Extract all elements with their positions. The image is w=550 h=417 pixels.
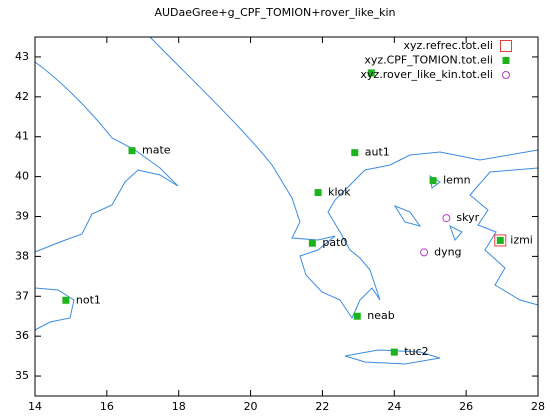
y-tick-label: 35 bbox=[15, 369, 29, 382]
y-tick-label: 36 bbox=[15, 329, 29, 342]
x-tick-label: 14 bbox=[28, 400, 42, 413]
point-label: dyng bbox=[434, 245, 461, 258]
point bbox=[367, 69, 375, 77]
legend-marker bbox=[502, 71, 510, 79]
legend-label: xyz.CPF_TOMION.tot.eli bbox=[364, 54, 493, 67]
x-tick-label: 28 bbox=[531, 400, 545, 413]
point bbox=[351, 149, 359, 157]
x-tick-label: 20 bbox=[244, 400, 258, 413]
legend-marker bbox=[500, 40, 512, 52]
point bbox=[494, 234, 507, 247]
point bbox=[390, 348, 398, 356]
point bbox=[128, 147, 136, 155]
legend-marker bbox=[502, 57, 510, 64]
point bbox=[420, 248, 429, 257]
y-tick-label: 41 bbox=[15, 130, 29, 143]
point-label: aut1 bbox=[365, 146, 390, 159]
point-label: not1 bbox=[76, 293, 101, 306]
legend-label: xyz.rover_like_kin.tot.eli bbox=[360, 68, 493, 81]
point bbox=[62, 296, 70, 304]
legend-label: xyz.refrec.tot.eli bbox=[403, 39, 493, 52]
x-tick-label: 16 bbox=[100, 400, 114, 413]
coastline bbox=[469, 167, 539, 306]
point-label: klok bbox=[328, 186, 351, 199]
point-label: neab bbox=[367, 309, 394, 322]
point-label: skyr bbox=[456, 211, 479, 224]
coastline bbox=[344, 349, 441, 365]
x-tick-label: 26 bbox=[459, 400, 473, 413]
point bbox=[429, 177, 437, 185]
point-label: pat0 bbox=[322, 236, 347, 249]
point-label: lemn bbox=[443, 174, 471, 187]
x-tick-label: 24 bbox=[387, 400, 401, 413]
y-tick-label: 42 bbox=[15, 90, 29, 103]
x-tick-label: 22 bbox=[315, 400, 329, 413]
point-label: izmi bbox=[510, 233, 533, 246]
coastline bbox=[34, 61, 179, 253]
point-label: tuc2 bbox=[404, 345, 428, 358]
point bbox=[496, 236, 504, 244]
coastline bbox=[34, 287, 75, 331]
y-tick-label: 43 bbox=[15, 50, 29, 63]
chart-title: AUDaeGree+g_CPF_TOMION+rover_like_kin bbox=[154, 6, 395, 19]
coastline bbox=[149, 36, 539, 320]
point bbox=[314, 189, 322, 197]
point-label: mate bbox=[142, 144, 171, 157]
y-tick-label: 40 bbox=[15, 170, 29, 183]
y-tick-label: 39 bbox=[15, 210, 29, 223]
x-tick-label: 18 bbox=[172, 400, 186, 413]
point bbox=[353, 312, 361, 320]
coastlines bbox=[34, 36, 539, 365]
y-tick-label: 38 bbox=[15, 249, 29, 262]
point bbox=[442, 214, 451, 223]
point bbox=[308, 239, 316, 247]
y-tick-label: 37 bbox=[15, 289, 29, 302]
